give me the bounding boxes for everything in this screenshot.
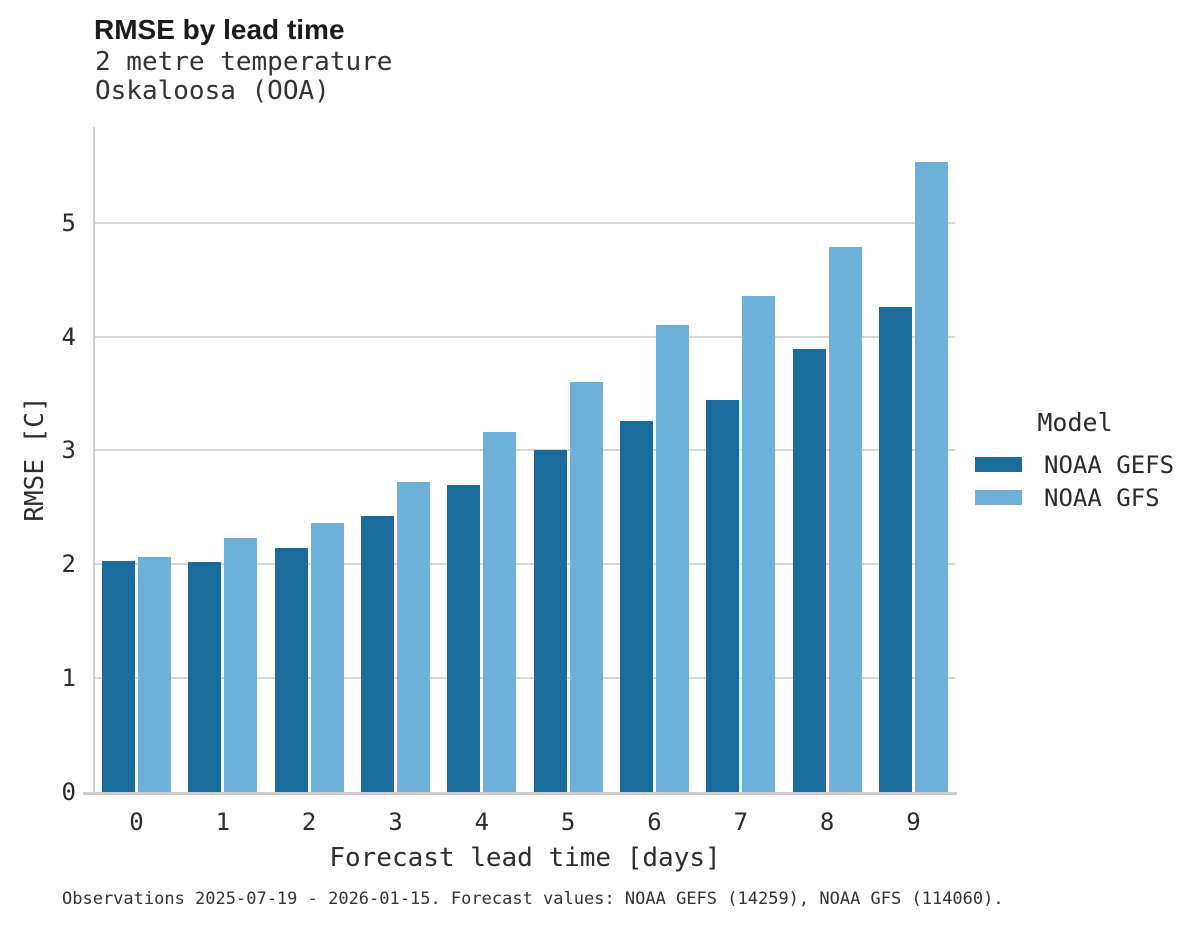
y-axis-spine <box>93 127 95 794</box>
x-tick-6: 6 <box>647 808 662 836</box>
gridline-y4 <box>95 335 955 338</box>
y-tick-4: 4 <box>61 322 76 351</box>
gridline-y1 <box>95 677 955 680</box>
x-tick-1: 1 <box>215 808 231 836</box>
bar-noaa-gfs-lead-3 <box>396 482 430 792</box>
bar-noaa-gefs-lead-3 <box>360 516 394 792</box>
subtitle-variable: 2 metre temperature <box>95 47 393 77</box>
chart-title: RMSE by lead time <box>94 14 345 45</box>
bar-noaa-gfs-lead-9 <box>914 162 948 792</box>
x-tick-7: 7 <box>733 808 749 836</box>
caption: Observations 2025-07-19 - 2026-01-15. Fo… <box>62 889 1004 909</box>
legend-entries: NOAA GEFS NOAA GFS <box>975 448 1175 514</box>
subtitle-station: Oskaloosa (OOA) <box>95 76 330 106</box>
bar-noaa-gfs-lead-2 <box>310 523 344 792</box>
legend-label: NOAA GEFS <box>1044 450 1175 479</box>
bar-noaa-gefs-lead-8 <box>792 349 826 792</box>
x-axis-label: Forecast lead time [days] <box>329 843 721 873</box>
gridline-y2 <box>95 563 955 566</box>
x-axis-spine <box>83 792 957 795</box>
bar-noaa-gefs-lead-6 <box>619 421 653 792</box>
y-tick-0: 0 <box>61 778 76 806</box>
x-tick-5: 5 <box>560 808 576 836</box>
bar-noaa-gfs-lead-5 <box>569 382 603 792</box>
x-tick-0: 0 <box>129 808 144 836</box>
gridline-y3 <box>95 449 955 452</box>
legend-swatch-icon <box>975 490 1022 505</box>
legend-title: Model <box>1037 408 1113 437</box>
x-tick-3: 3 <box>388 808 403 836</box>
legend-label: NOAA GFS <box>1044 483 1160 512</box>
x-tick-2: 2 <box>301 808 317 836</box>
x-tick-8: 8 <box>819 808 835 836</box>
chart-subtitle: 2 metre temperature Oskaloosa (OOA) <box>95 48 392 106</box>
legend-swatch-icon <box>975 457 1022 472</box>
bar-noaa-gefs-lead-9 <box>878 307 912 792</box>
bar-noaa-gfs-lead-6 <box>655 325 689 792</box>
y-tick-3: 3 <box>61 436 76 465</box>
plot-area <box>95 127 955 792</box>
bar-noaa-gefs-lead-0 <box>102 561 135 792</box>
bar-noaa-gefs-lead-2 <box>274 548 308 792</box>
x-tick-4: 4 <box>474 808 490 836</box>
bar-noaa-gfs-lead-8 <box>828 247 862 792</box>
bar-noaa-gefs-lead-4 <box>447 485 481 792</box>
legend-entry-noaa-gefs: NOAA GEFS <box>975 448 1175 481</box>
legend-entry-noaa-gfs: NOAA GFS <box>975 481 1175 514</box>
bar-noaa-gfs-lead-0 <box>138 557 171 792</box>
bar-noaa-gefs-lead-5 <box>533 450 567 792</box>
bar-noaa-gfs-lead-4 <box>483 432 517 792</box>
bar-noaa-gfs-lead-1 <box>224 538 258 792</box>
bar-noaa-gefs-lead-1 <box>188 562 222 792</box>
gridline-y5 <box>95 221 955 224</box>
y-tick-2: 2 <box>61 550 76 579</box>
legend: Model NOAA GEFS NOAA GFS <box>975 409 1175 514</box>
x-tick-9: 9 <box>906 808 921 836</box>
y-tick-5: 5 <box>61 208 76 237</box>
y-tick-1: 1 <box>61 664 76 693</box>
bar-noaa-gfs-lead-7 <box>742 296 776 792</box>
bar-noaa-gefs-lead-7 <box>706 400 740 792</box>
